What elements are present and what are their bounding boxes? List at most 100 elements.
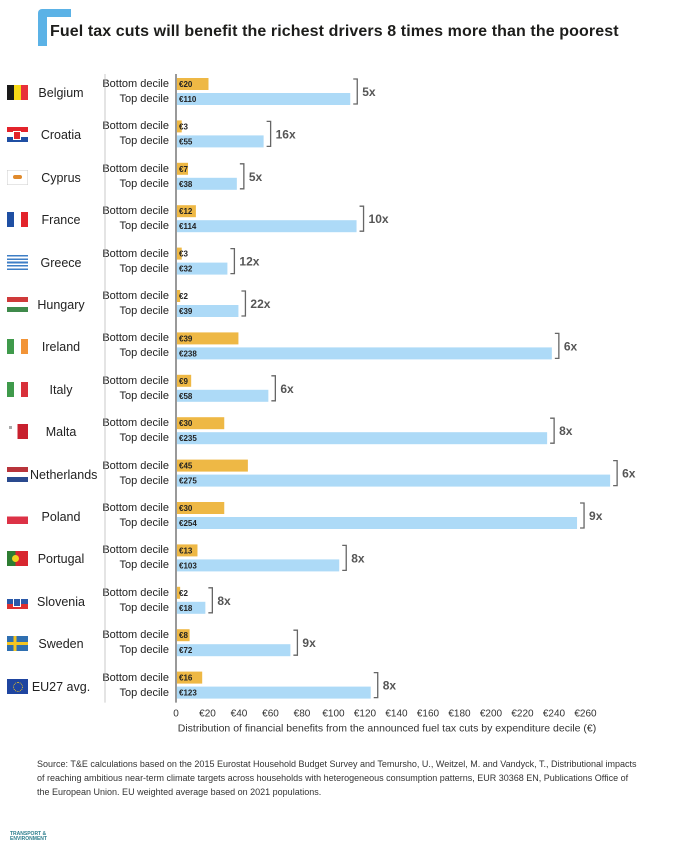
top-decile-label: Top decile [119,432,169,445]
bar-value-top: €238 [179,349,197,358]
country-name: Portugal [37,552,85,567]
bar-value-bottom: €16 [179,674,193,683]
bar-bottom-decile [177,205,196,218]
x-tick-label: €120 [354,709,377,720]
ratio-label: 5x [362,85,376,99]
bottom-decile-label: Bottom decile [102,586,169,599]
bottom-decile-label: Bottom decile [102,417,169,430]
x-tick-label: €60 [262,709,279,720]
country-name: Netherlands [30,467,98,482]
ratio-bracket [554,332,560,360]
x-tick-label: €240 [543,709,566,720]
country-row: Malta Bottom decile Top decile [0,410,175,452]
country-name: Malta [45,425,77,440]
country-name: Slovenia [37,594,85,609]
ratio-label: 6x [280,382,294,396]
ratio-label: 6x [564,339,578,353]
bar-bottom-decile [177,629,190,642]
country-name: Belgium [38,86,84,100]
ratio-label: 6x [622,467,636,481]
country-flag-icon [7,169,28,185]
x-tick-label: €220 [511,709,534,720]
bar-value-top: €55 [179,137,193,146]
bottom-decile-label: Bottom decile [102,671,169,684]
ratio-bracket [266,120,272,148]
country-flag-icon [7,678,28,694]
bar-value-bottom: €13 [179,546,193,555]
country-flag-icon [7,297,28,312]
bar-value-bottom: €3 [179,250,188,259]
bar-value-top: €254 [179,519,197,528]
ratio-bracket [230,247,236,275]
bar-chart: 0 €20 €40 €60 €80 €100 €120 €140 €160 €180 €200 €22… [104,74,636,735]
top-decile-label: Top decile [119,559,169,572]
country-flag-icon [7,85,28,100]
ratio-bracket [613,459,618,487]
top-decile-label: Top decile [119,347,169,360]
top-decile-label: Top decile [119,517,169,529]
bottom-decile-label: Bottom decile [102,332,169,345]
bar-bottom-decile [177,417,225,430]
country-name: EU27 avg. [31,679,91,694]
logo-line-1: TRANSPORT & [10,831,47,837]
bar-bottom-decile [177,332,239,345]
x-tick-label: 0 [173,709,179,720]
bar-top-decile [177,177,237,190]
top-decile-label: Top decile [119,686,169,699]
country-flag-icon [7,509,28,524]
ratio-label: 5x [249,170,263,184]
bar-value-bottom: €7 [179,165,188,174]
bar-top-decile [177,347,552,360]
bar-value-bottom: €30 [179,419,193,428]
bar-bottom-decile [177,162,189,175]
bottom-decile-label: Bottom decile [102,374,169,387]
bottom-decile-label: Bottom decile [102,78,169,90]
bottom-decile-label: Bottom decile [102,290,169,302]
bar-value-top: €110 [179,95,197,104]
bar-top-decile [177,644,291,657]
country-flag-icon [7,551,28,567]
bar-value-bottom: €20 [179,80,193,89]
ratio-bracket [241,290,247,317]
bar-value-bottom: €45 [179,462,193,471]
ratio-bracket [208,587,213,614]
x-tick-label: €40 [231,709,248,720]
x-tick-label: €20 [199,709,216,720]
bar-value-top: €275 [179,477,197,486]
top-decile-label: Top decile [119,644,169,657]
bar-bottom-decile [177,120,182,133]
country-flag-icon [7,339,28,355]
bar-value-bottom: €12 [179,207,193,216]
logo-line-2: ENVIRONMENT [10,836,47,842]
ratio-label: 9x [589,509,603,523]
bar-value-top: €114 [179,222,197,231]
bar-top-decile [177,559,340,572]
bar-value-top: €32 [179,265,193,274]
bar-bottom-decile [177,290,181,302]
ratio-label: 16x [276,127,296,141]
country-name: Italy [49,382,73,397]
bottom-decile-label: Bottom decile [102,120,169,133]
country-row: Croatia Bottom decile Top decile [0,113,175,155]
ratio-bracket [293,629,299,656]
top-decile-label: Top decile [119,177,169,190]
ratio-bracket [271,375,276,402]
bar-bottom-decile [177,544,198,557]
bottom-decile-label: Bottom decile [102,162,169,175]
bar-bottom-decile [177,502,225,514]
country-name: Sweden [38,637,84,652]
bar-value-top: €18 [179,604,193,613]
country-flag-icon [7,593,28,609]
bar-value-top: €58 [179,392,193,401]
bar-value-top: €38 [179,180,193,189]
country-name: Ireland [41,340,81,355]
country-flag-icon [7,127,28,143]
bar-value-top: €123 [179,689,197,698]
bottom-decile-label: Bottom decile [102,205,169,218]
x-tick-label: €160 [417,709,440,720]
ratio-bracket [239,163,245,190]
country-flag-icon [7,466,28,482]
country-row: Cyprus Bottom decile Top decile [0,156,175,198]
country-row: Netherlands Bottom decile Top decile [0,453,175,495]
bar-value-top: €72 [179,646,193,655]
